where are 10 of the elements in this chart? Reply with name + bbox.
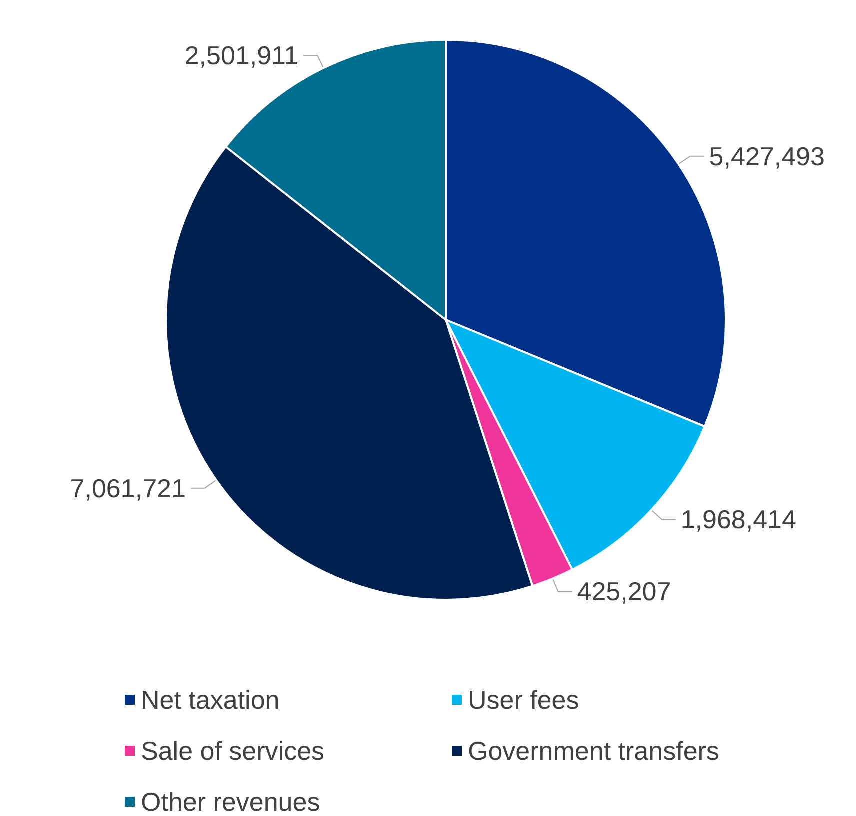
data-label: 2,501,911 — [184, 40, 299, 71]
legend-label: User fees — [468, 685, 580, 715]
data-label: 1,968,414 — [680, 504, 796, 535]
legend-label: Other revenues — [141, 787, 320, 816]
legend-label: Sale of services — [141, 736, 325, 766]
data-label: 425,207 — [577, 576, 672, 607]
legend-label: Net taxation — [141, 685, 280, 715]
data-label: 7,061,721 — [70, 473, 186, 504]
legend-label: Government transfers — [468, 736, 720, 766]
data-label: 5,427,493 — [709, 141, 825, 172]
